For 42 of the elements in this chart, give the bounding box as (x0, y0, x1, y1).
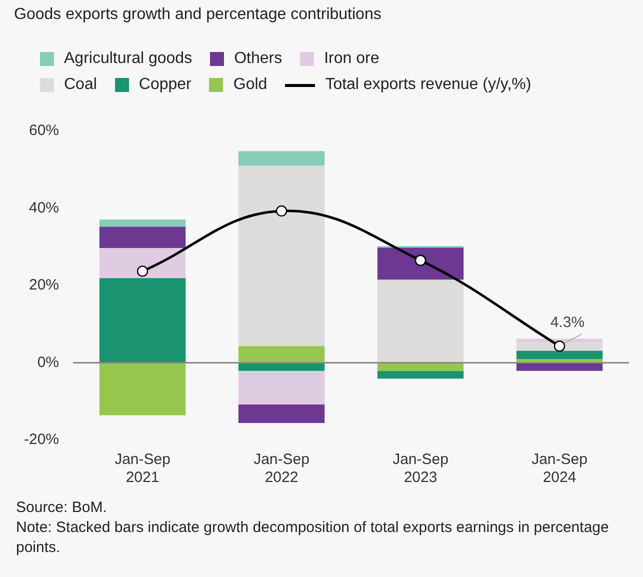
bar (238, 404, 325, 424)
bar (377, 370, 464, 379)
x-tick-label: Jan-Sep 2021 (114, 451, 170, 486)
x-tick-label: Jan-Sep 2023 (392, 451, 448, 486)
bar (238, 166, 325, 346)
legend-label: Agricultural goods (64, 50, 192, 68)
bar (516, 364, 603, 371)
legend-label: Copper (138, 76, 192, 94)
bar (516, 359, 603, 362)
bar (377, 248, 464, 280)
legend-label: Coal (64, 76, 97, 94)
point (554, 340, 566, 352)
bar (99, 226, 186, 248)
bar (377, 280, 464, 362)
data-label: 4.3% (550, 314, 585, 331)
point (276, 205, 288, 217)
bar (238, 364, 325, 371)
point (414, 254, 426, 266)
text: Note: Stacked bars indicate growth decomposition of total exports earnings in percentage points. (16, 518, 610, 558)
bar (238, 346, 325, 362)
y-tick-label: 60% (28, 122, 60, 140)
bar (99, 219, 186, 227)
legend-label: Iron ore (324, 50, 380, 68)
bar (99, 278, 186, 362)
bar (516, 350, 603, 360)
legend-label: Gold (233, 76, 268, 94)
x-tick-label: Jan-Sep 2022 (254, 451, 310, 486)
y-tick-label: 0% (37, 354, 60, 371)
bar (238, 151, 325, 166)
bar (377, 364, 464, 371)
y-tick-label: 20% (28, 276, 60, 294)
y-tick-label: -20% (24, 431, 60, 448)
legend-label: Others (234, 50, 282, 68)
bar (238, 370, 325, 404)
x-tick-label: Jan-Sep 2024 (532, 451, 588, 486)
chart-title: Goods exports growth and percentage contributions (14, 6, 382, 24)
point (136, 266, 148, 277)
bar (99, 364, 186, 416)
source-note: Source: BoM. (16, 498, 108, 518)
y-tick-label: 40% (28, 199, 60, 216)
bar (99, 248, 186, 278)
legend-label: Total exports revenue (y/y,%) (325, 76, 532, 94)
